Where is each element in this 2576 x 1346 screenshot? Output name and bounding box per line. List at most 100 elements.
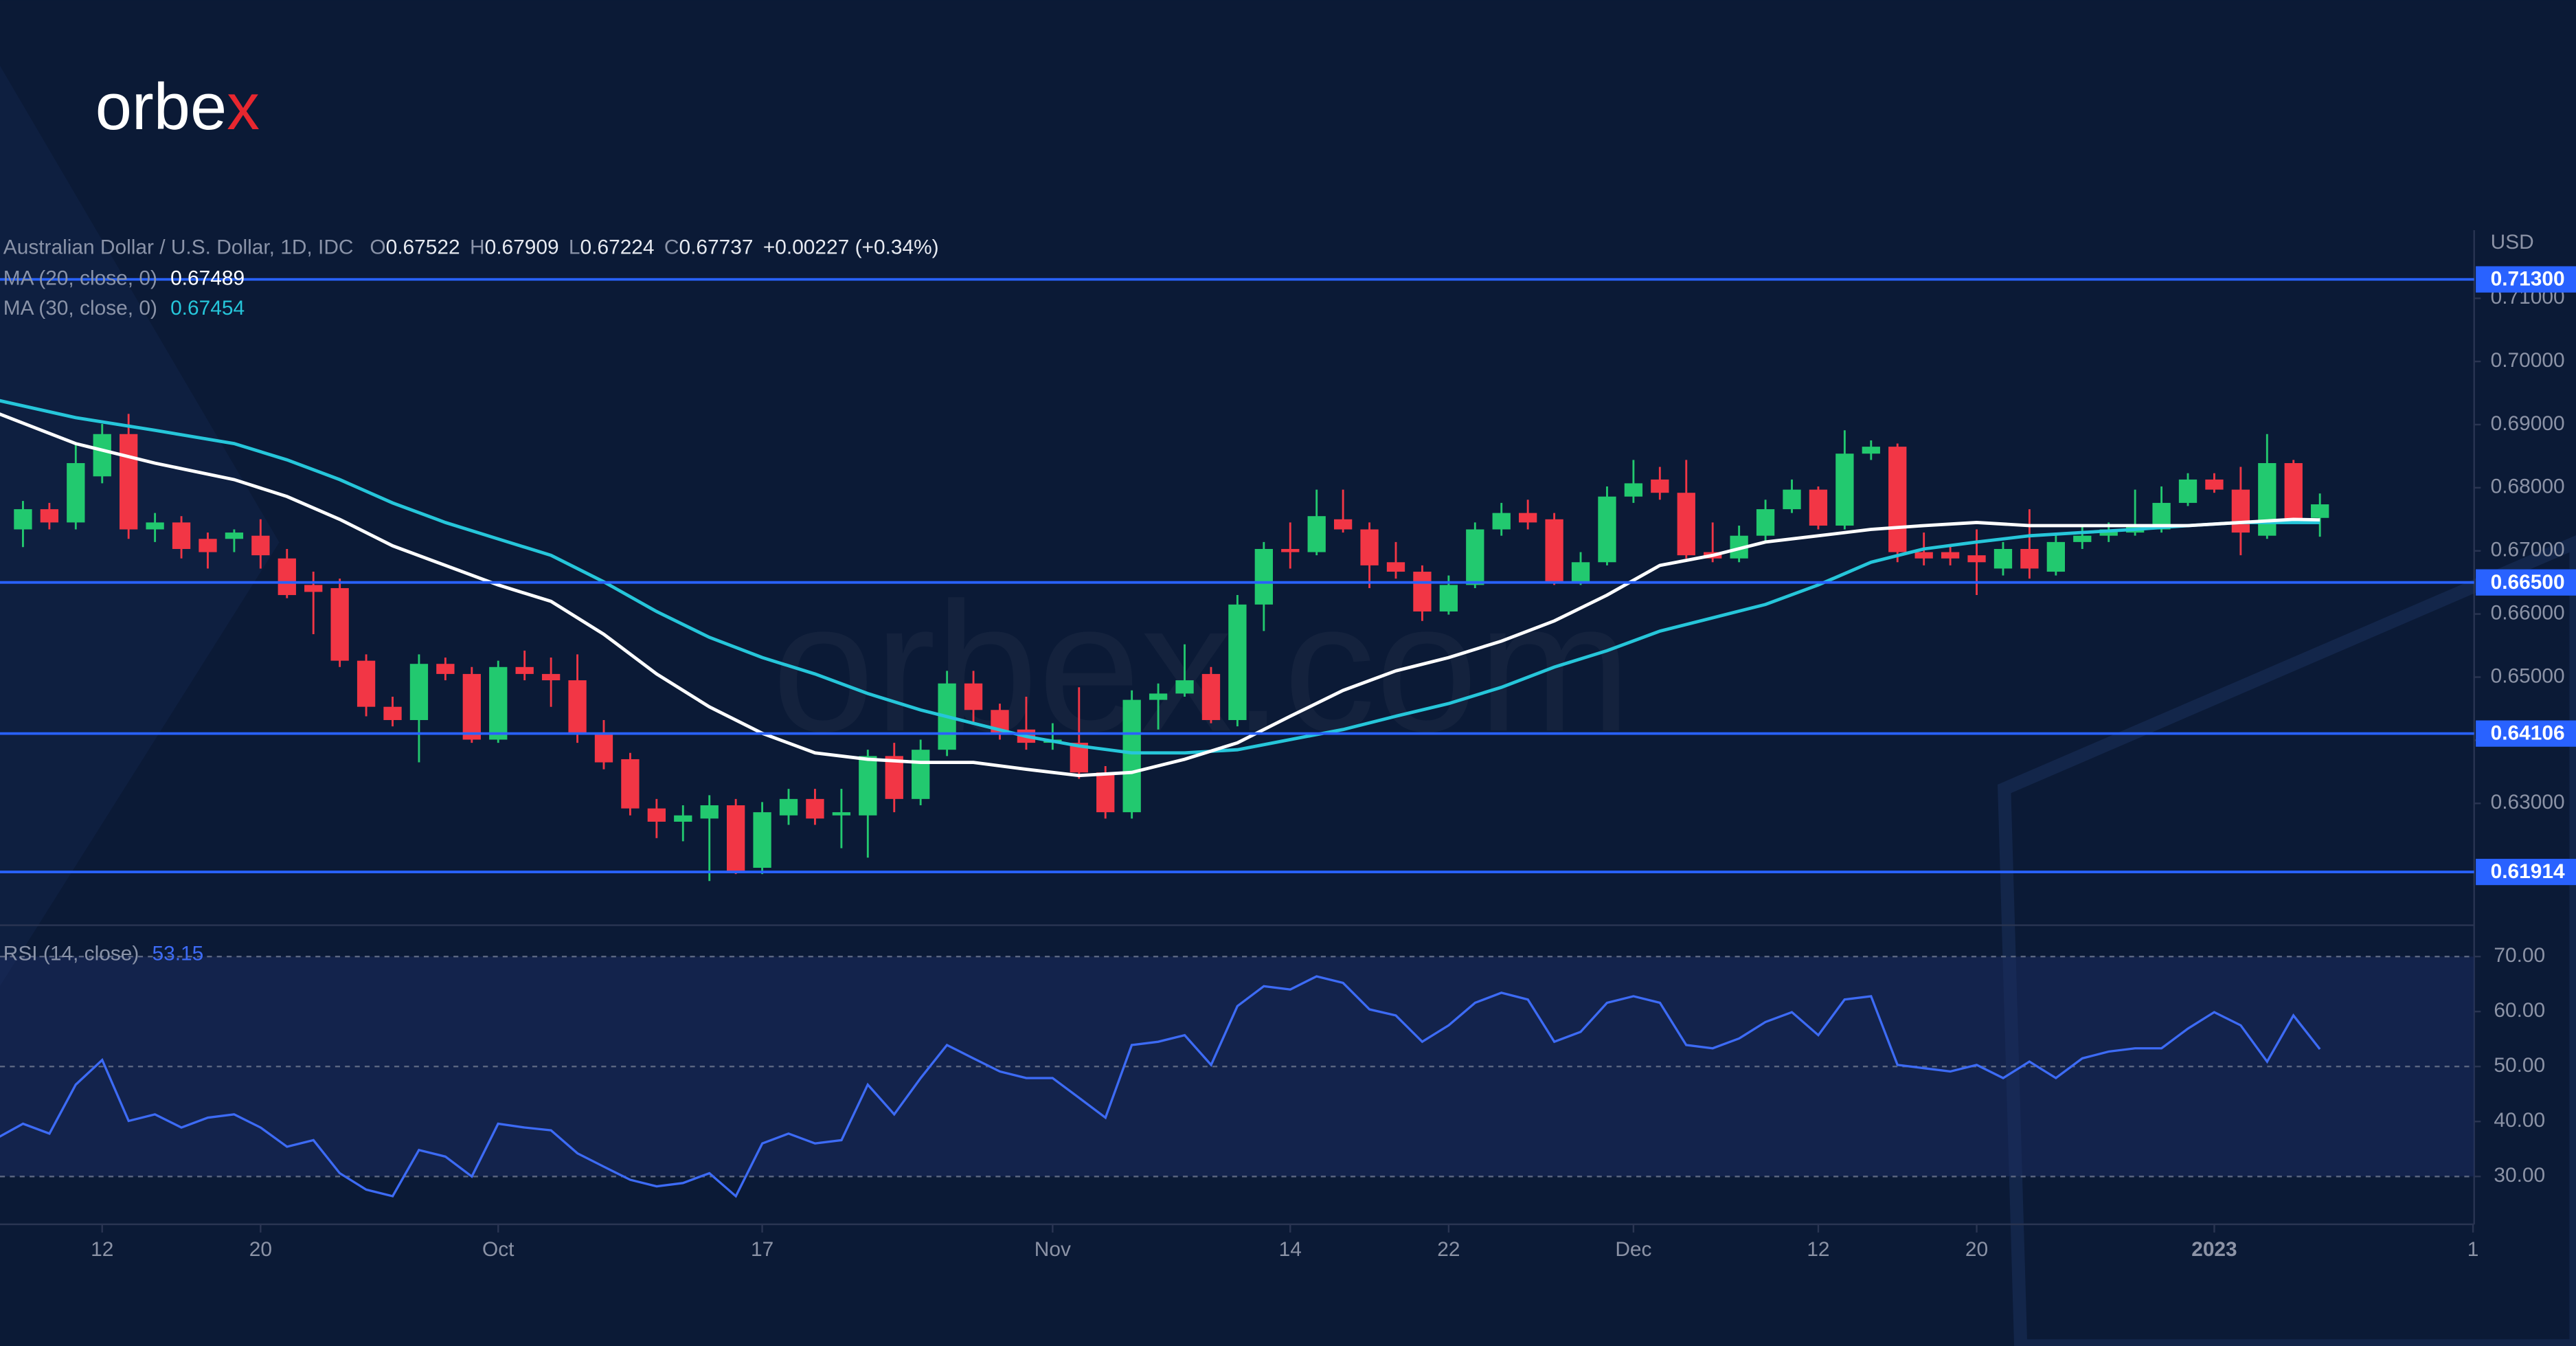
- level-label: 0.71300: [2491, 268, 2565, 291]
- ohlc-key: L: [569, 236, 580, 258]
- candle-body: [225, 532, 244, 539]
- candle-body: [1571, 562, 1590, 582]
- candle-body: [1201, 673, 1221, 720]
- x-tick-label: 1: [2467, 1238, 2479, 1261]
- candle-body: [1149, 693, 1168, 700]
- candle-body: [1862, 447, 1880, 454]
- candle-body: [1809, 489, 1828, 526]
- candle-body: [700, 805, 719, 819]
- x-tick-label: 20: [1965, 1238, 1988, 1261]
- decor-shape: [0, 65, 280, 987]
- candle-body: [409, 664, 429, 720]
- candle-body: [912, 750, 930, 799]
- candle-body: [1360, 529, 1379, 565]
- candle-body: [120, 434, 138, 530]
- y-tick-label: 60.00: [2494, 999, 2545, 1022]
- candle-body: [594, 733, 613, 763]
- change-value: +0.00227 (+0.34%): [763, 236, 939, 258]
- y-tick-label: 0.70000: [2491, 349, 2565, 372]
- y-tick-label: 0.69000: [2491, 412, 2565, 435]
- y-tick-label: 0.65000: [2491, 664, 2565, 687]
- ohlc-value: 0.67224: [580, 236, 655, 258]
- candle-body: [1888, 447, 1907, 552]
- watermark: orbex.com: [772, 564, 1631, 770]
- candle-body: [647, 808, 666, 822]
- x-tick-label: 17: [751, 1238, 773, 1261]
- candle-body: [1492, 513, 1511, 530]
- candle-body: [1439, 585, 1458, 612]
- candle-body: [2231, 489, 2250, 533]
- candle-body: [67, 463, 85, 523]
- candle-body: [568, 680, 587, 734]
- candle-body: [2073, 535, 2092, 542]
- candle-body: [1466, 529, 1484, 585]
- candle-body: [40, 509, 59, 523]
- ohlc-value: 0.67522: [386, 236, 460, 258]
- x-tick-label: Nov: [1035, 1238, 1071, 1261]
- level-label-box: [2476, 858, 2576, 886]
- candle-body: [1914, 552, 1933, 559]
- candle-body: [1386, 562, 1405, 572]
- candle-body: [2020, 548, 2039, 569]
- ma-legend: MA (30, close, 0) 0.67454: [3, 297, 245, 319]
- level-label-box: [2476, 266, 2576, 293]
- candle-body: [1413, 572, 1432, 612]
- candle-body: [1967, 555, 1986, 563]
- y-tick-label: 30.00: [2494, 1164, 2545, 1187]
- candle-body: [489, 666, 508, 740]
- ohlc-key: O: [370, 236, 385, 258]
- rsi-legend-name: RSI (14, close): [3, 943, 139, 965]
- logo: orbex: [95, 70, 260, 144]
- candle-body: [1254, 548, 1273, 605]
- candle-body: [515, 666, 534, 674]
- header-legend: Australian Dollar / U.S. Dollar, 1D, IDC…: [3, 236, 939, 258]
- x-tick-label: 20: [249, 1238, 272, 1261]
- plot-area: 0.630000.640000.650000.660000.670000.680…: [0, 286, 2565, 1261]
- ma-legend-value: 0.67489: [170, 267, 245, 290]
- candle-body: [753, 812, 771, 868]
- candle-body: [436, 664, 455, 674]
- ohlc-key: C: [664, 236, 679, 258]
- level-label: 0.66500: [2491, 571, 2565, 594]
- candle-body: [1333, 519, 1353, 530]
- level-label: 0.64106: [2491, 722, 2565, 745]
- x-tick-label: 12: [91, 1238, 113, 1261]
- candle-body: [885, 756, 903, 799]
- x-tick-label: 12: [1807, 1238, 1829, 1261]
- candle-body: [146, 522, 164, 530]
- ohlc-value: 0.67737: [679, 236, 753, 258]
- candle-body: [1835, 453, 1854, 526]
- candle-body: [1941, 552, 1960, 559]
- candle-body: [2046, 541, 2065, 572]
- y-tick-label: 0.63000: [2491, 791, 2565, 814]
- y-tick-label: 0.68000: [2491, 475, 2565, 498]
- candle-body: [1677, 493, 1695, 556]
- candle-body: [93, 434, 111, 477]
- level-label: 0.61914: [2491, 860, 2565, 883]
- y-tick-label: 70.00: [2494, 944, 2545, 967]
- x-tick-label: Dec: [1615, 1238, 1651, 1261]
- candle-body: [278, 558, 296, 596]
- candle-body: [859, 756, 877, 816]
- candle-body: [779, 798, 798, 816]
- candle-body: [172, 522, 191, 549]
- candle-body: [2178, 479, 2197, 503]
- candle-body: [1598, 496, 1616, 563]
- candle-body: [2205, 479, 2224, 490]
- candle-body: [2258, 463, 2276, 536]
- candle-body: [304, 585, 323, 592]
- candle-body: [541, 673, 561, 681]
- ohlc-value: 0.67909: [485, 236, 559, 258]
- candle-body: [806, 798, 824, 819]
- candle-body: [1096, 772, 1115, 813]
- logo-x: x: [227, 70, 260, 144]
- y-tick-label: 50.00: [2494, 1054, 2545, 1077]
- y-tick-label: 0.66000: [2491, 602, 2565, 625]
- ma-legend-value: 0.67454: [170, 297, 245, 319]
- candle-body: [1281, 548, 1300, 552]
- candle-body: [1122, 699, 1141, 813]
- candle-body: [1519, 513, 1537, 523]
